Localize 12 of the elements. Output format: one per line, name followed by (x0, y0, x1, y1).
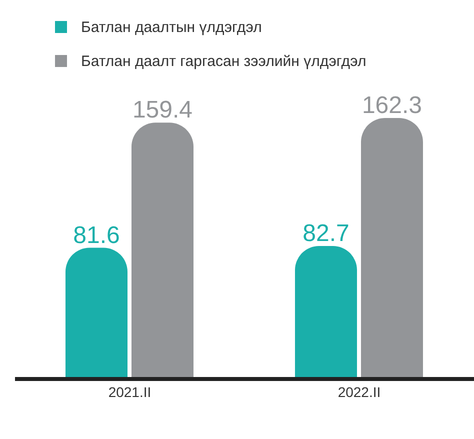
bar (65, 248, 128, 379)
bar (360, 118, 423, 379)
data-label: 82.7 (302, 220, 350, 248)
data-label: 159.4 (132, 96, 193, 124)
bar (294, 246, 357, 379)
x-tick-label: 2022.II (338, 384, 381, 400)
data-label: 81.6 (73, 222, 120, 249)
x-tick-label: 2021.II (108, 384, 152, 400)
bar (131, 122, 194, 379)
legend-label: Батлан даалт гаргасан зээлийн үлдэгдэл (81, 52, 366, 70)
data-label: 162.3 (362, 92, 422, 119)
legend-label: Батлан даалтын үлдэгдэл (81, 18, 262, 36)
